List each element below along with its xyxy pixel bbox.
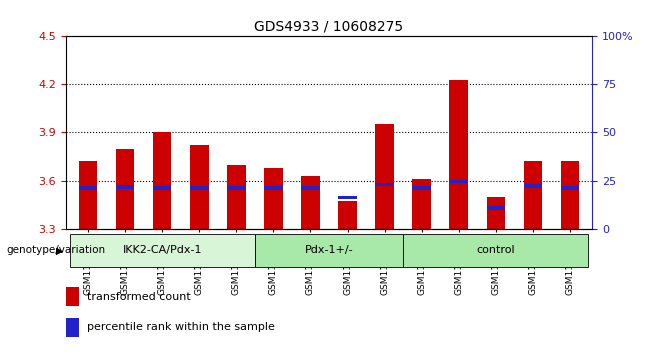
Bar [116,148,134,229]
Bar [190,186,209,189]
Bar [70,234,255,267]
Bar [153,132,172,229]
Bar [524,161,542,229]
Bar [66,287,79,306]
Bar [190,145,209,229]
Bar [227,186,245,189]
Bar [449,180,468,183]
Bar [79,186,97,189]
Bar [116,185,134,189]
Text: IKK2-CA/Pdx-1: IKK2-CA/Pdx-1 [122,245,202,255]
Bar [79,161,97,229]
Bar [486,206,505,209]
Bar [375,125,394,229]
Bar [66,318,79,337]
Bar [264,186,283,189]
Bar [338,196,357,199]
Text: genotype/variation: genotype/variation [7,245,106,256]
Bar [301,176,320,229]
Bar [403,234,588,267]
Bar [264,168,283,229]
Bar [561,161,579,229]
Bar [227,164,245,229]
Text: transformed count: transformed count [87,292,191,302]
Bar [561,186,579,189]
Text: ▶: ▶ [56,245,63,256]
Bar [449,79,468,229]
Bar [486,197,505,229]
Text: percentile rank within the sample: percentile rank within the sample [87,322,275,332]
Bar [413,179,431,229]
Bar [375,183,394,186]
Bar [338,201,357,229]
Bar [153,186,172,189]
Bar [301,186,320,189]
Title: GDS4933 / 10608275: GDS4933 / 10608275 [255,20,403,34]
Bar [413,186,431,189]
Text: control: control [476,245,515,255]
Bar [524,184,542,188]
Text: Pdx-1+/-: Pdx-1+/- [305,245,353,255]
Bar [255,234,403,267]
